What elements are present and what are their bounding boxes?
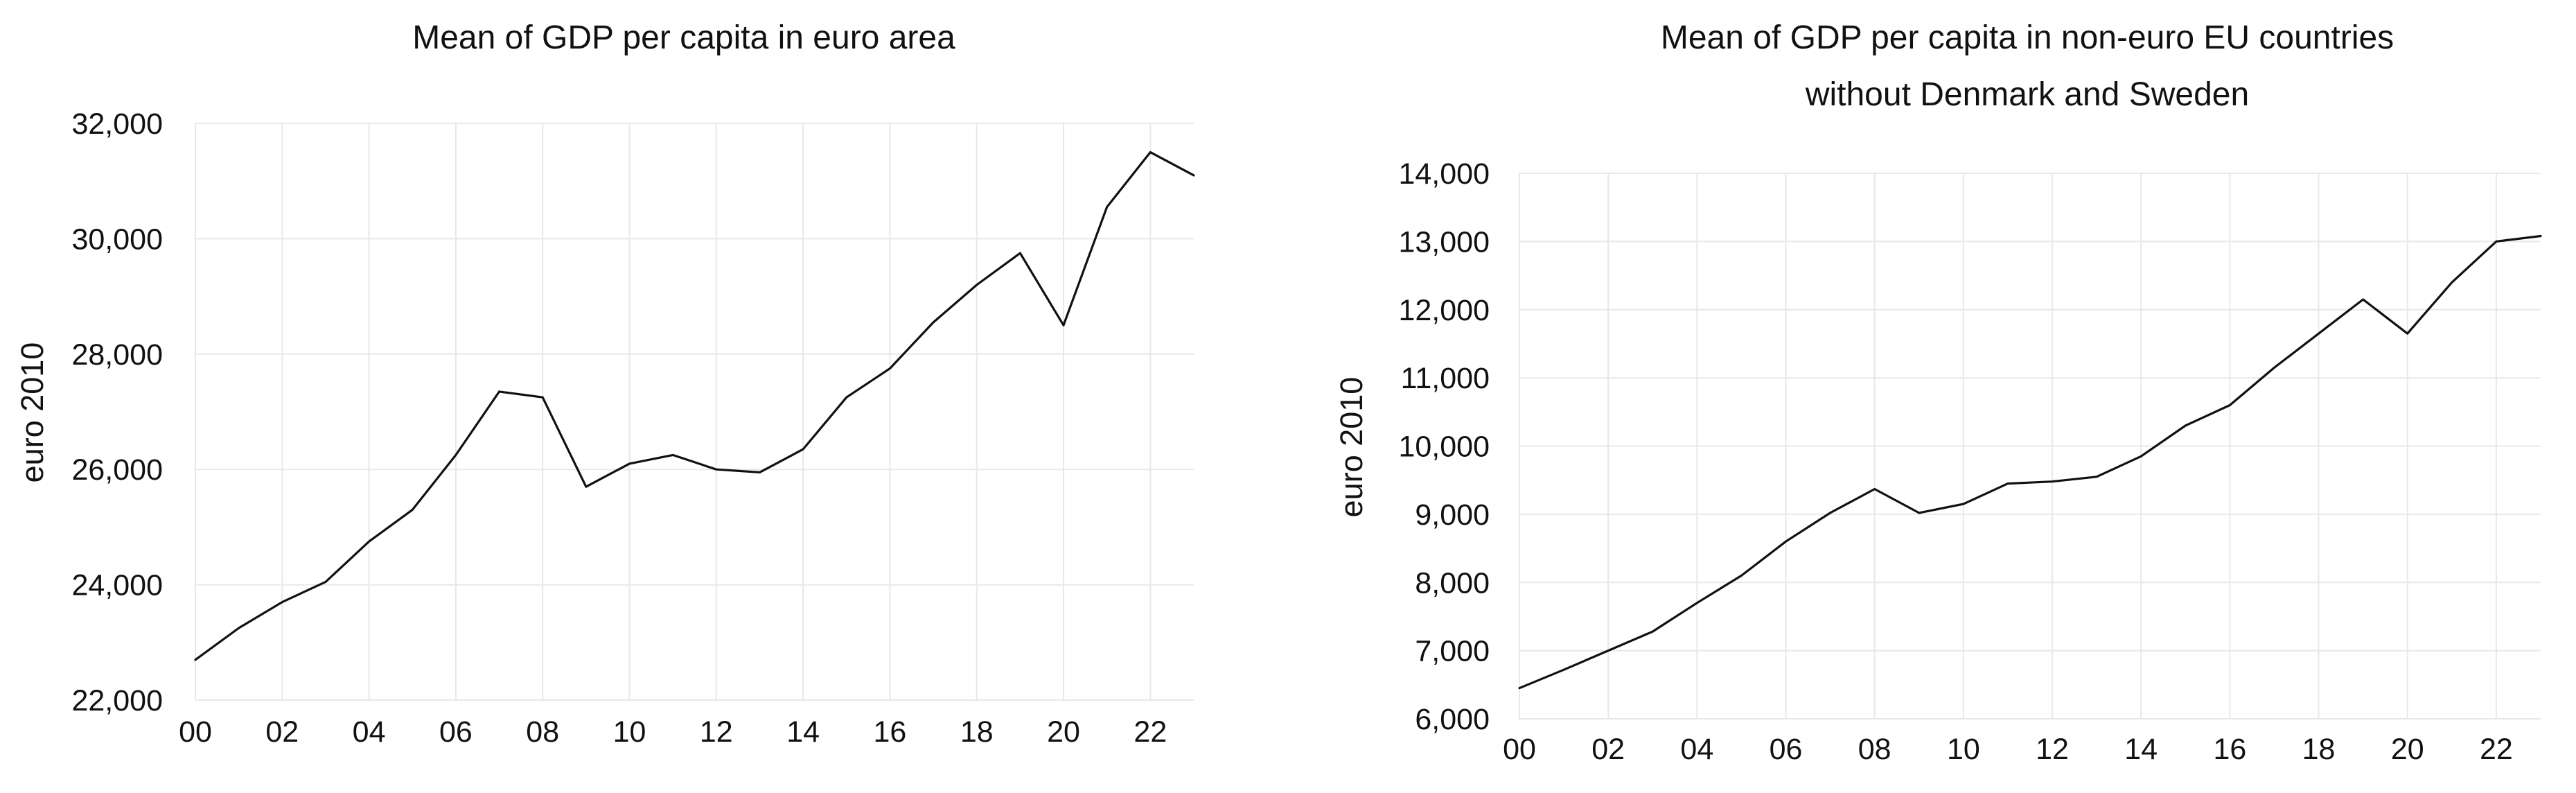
data-point [1651,630,1654,633]
data-point [281,601,283,604]
x-tick-label: 08 [526,715,559,749]
x-tick-label: 18 [960,715,994,749]
data-point [845,396,848,399]
y-tick-label: 28,000 [71,338,163,372]
y-tick-label: 22,000 [71,684,163,717]
y-tick-label: 14,000 [1398,157,1490,191]
data-point [194,659,197,661]
y-tick-label: 32,000 [71,107,163,141]
y-tick-label: 6,000 [1415,703,1490,736]
data-point [1785,540,1788,543]
data-point [1018,252,1021,254]
data-point [2051,480,2054,483]
y-axis-label: euro 2010 [1334,377,1369,518]
y-tick-label: 26,000 [71,453,163,487]
data-point [888,367,891,370]
chart-panel-2: 6,000 7,000 8,000 9,000 10,000 11,000 12,000 13… [1334,19,2542,766]
data-point [2228,403,2231,406]
chart-title-line: without Denmark and Sweden [1805,76,2249,113]
data-point [585,485,588,488]
x-tick-label: 02 [265,715,299,749]
x-tick-label: 14 [786,715,820,749]
chart-title-line: Mean of GDP per capita in non-euro EU co… [1661,19,2394,56]
x-tick-label: 04 [353,715,386,749]
data-point [2539,235,2542,238]
data-point [1695,602,1698,604]
x-tick-label: 20 [2391,733,2424,766]
x-tick-label: 18 [2302,733,2336,766]
data-point [1518,687,1521,690]
data-point [2451,281,2453,284]
x-tick-label: 16 [874,715,907,749]
x-tick-label: 00 [179,715,212,749]
data-point [324,580,327,583]
data-point [976,284,978,286]
y-axis-label: euro 2010 [15,342,50,483]
data-point [1062,324,1065,326]
data-point [1562,668,1565,671]
x-tick-label: 22 [1133,715,1167,749]
data-point [1740,574,1743,577]
data-point [1192,174,1195,177]
data-point [2362,298,2365,301]
data-point [2006,482,2009,485]
data-point [671,453,674,456]
data-point [1873,487,1876,490]
chart-panel-1: 22,000 24,000 26,000 28,000 30,000 32,000 00 02… [15,19,1195,749]
x-tick-label: 04 [1680,733,1713,766]
y-tick-label: 13,000 [1398,225,1490,259]
data-point [1918,512,1921,514]
series-line [1518,234,2542,690]
data-point [2406,332,2409,335]
x-tick-label: 10 [613,715,646,749]
data-point [758,471,761,473]
data-point [238,627,240,629]
series-line [194,151,1195,661]
x-tick-label: 14 [2124,733,2158,766]
y-tick-label: 8,000 [1415,566,1490,600]
data-point [455,453,457,456]
data-point [628,462,631,465]
y-tick-label: 11,000 [1401,362,1490,395]
y-tick-label: 30,000 [71,223,163,256]
data-point [498,390,501,393]
y-tick-label: 24,000 [71,569,163,602]
data-point [1106,206,1109,209]
x-tick-label: 06 [1770,733,1803,766]
data-point [1829,512,1832,514]
x-tick-label: 22 [2480,733,2513,766]
x-tick-label: 12 [700,715,733,749]
x-tick-label: 06 [439,715,473,749]
x-tick-label: 08 [1858,733,1891,766]
y-tick-label: 10,000 [1398,430,1490,464]
data-point [368,540,371,543]
data-point [1962,503,1965,505]
data-point [2095,476,2098,478]
data-point [2318,332,2320,335]
data-point [411,508,414,511]
y-tick-label: 7,000 [1415,635,1490,668]
x-tick-label: 00 [1503,733,1536,766]
data-point [715,468,718,471]
data-point [2140,455,2142,458]
data-point [2184,424,2187,427]
data-point [2273,366,2275,369]
data-point [1149,151,1152,154]
data-point [932,321,935,324]
chart-title: Mean of GDP per capita in euro area [412,19,955,56]
x-tick-label: 10 [1947,733,1980,766]
x-tick-label: 02 [1591,733,1625,766]
x-tick-label: 12 [2036,733,2069,766]
x-tick-label: 20 [1047,715,1080,749]
y-tick-label: 12,000 [1398,294,1490,327]
data-point [541,396,544,399]
x-tick-label: 16 [2213,733,2246,766]
y-tick-label: 9,000 [1415,498,1490,532]
data-point [1607,650,1609,652]
data-point [802,448,804,451]
data-point [2495,240,2498,243]
